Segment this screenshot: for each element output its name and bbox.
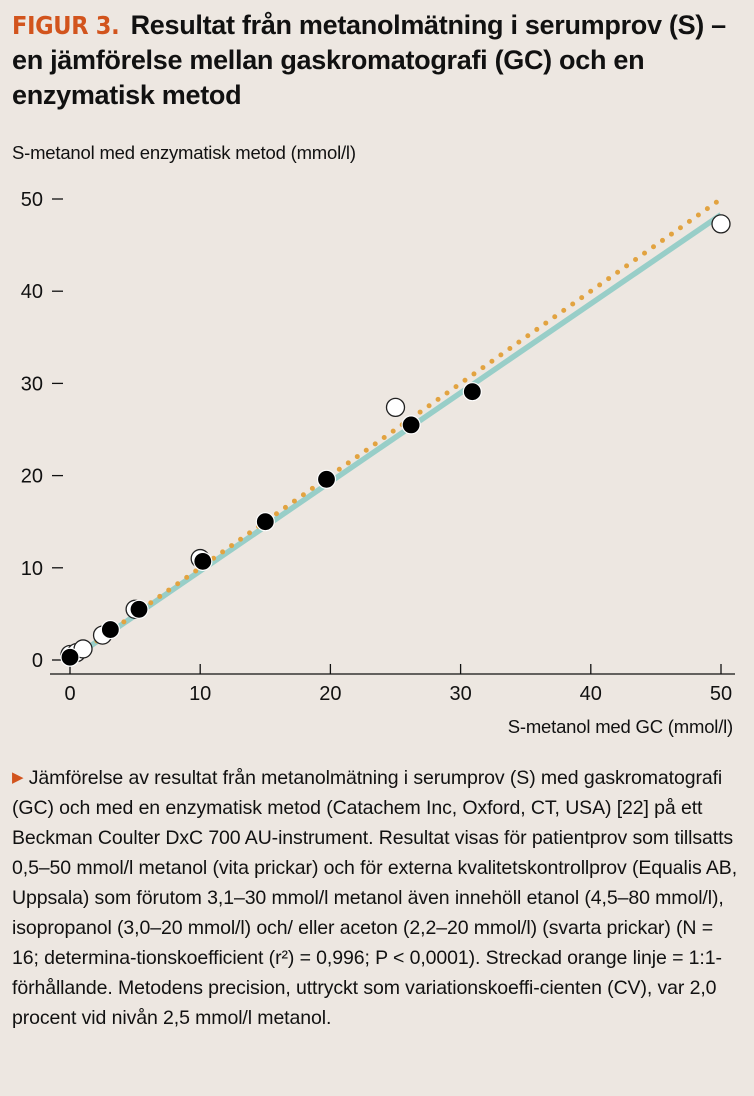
y-tick-label: 10 [21, 558, 43, 580]
data-point-filled [193, 551, 213, 571]
regression-line [68, 212, 723, 663]
caption-arrow-icon: ▶ [12, 769, 24, 786]
data-point-filled [60, 647, 80, 667]
x-axis-label: S-metanol med GC (mmol/l) [507, 716, 733, 737]
y-axis-label: S-metanol med enzymatisk metod (mmol/l) [12, 142, 356, 163]
x-tick-label: 50 [710, 683, 732, 705]
x-tick-label: 10 [189, 683, 211, 705]
tick-labels: 0 10 20 30 40 50 0 10 20 30 40 50 [21, 189, 732, 705]
figure-label: FIGUR 3. [12, 11, 120, 40]
x-tick-label: 30 [449, 683, 471, 705]
y-tick-label: 40 [21, 281, 43, 303]
data-point-filled [129, 599, 149, 619]
data-point-filled [255, 512, 275, 532]
y-tick-label: 0 [32, 650, 43, 672]
x-tick-label: 20 [319, 683, 341, 705]
data-point-open [711, 214, 731, 234]
data-point-open [385, 397, 406, 418]
figure-caption: ▶ Jämförelse av resultat från metanolmät… [12, 763, 740, 1033]
figure-title-text: Resultat från metanolmätning i serumprov… [12, 10, 726, 110]
caption-text: Jämförelse av resultat från metanolmätni… [12, 767, 738, 1029]
x-tick-label: 40 [580, 683, 602, 705]
data-point-filled [316, 469, 337, 489]
data-point-filled [462, 382, 482, 402]
y-tick-label: 30 [21, 373, 43, 395]
x-tick-label: 0 [64, 683, 75, 705]
data-point-filled [401, 415, 421, 435]
scatter-chart: 0 10 20 30 40 50 0 10 20 30 40 50 [21, 189, 735, 705]
axes [50, 198, 735, 675]
data-point-filled [100, 619, 120, 640]
identity-line [67, 196, 724, 663]
data-points [60, 214, 731, 667]
y-tick-label: 50 [21, 189, 43, 211]
y-tick-label: 20 [21, 466, 43, 488]
figure-title: FIGUR 3. Resultat från metanolmätning i … [12, 8, 742, 113]
reference-lines [67, 196, 724, 663]
